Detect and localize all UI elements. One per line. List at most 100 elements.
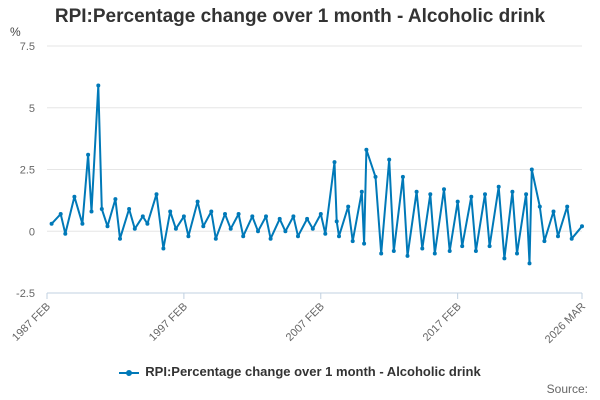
data-point[interactable] (264, 214, 268, 219)
data-point[interactable] (362, 241, 367, 246)
data-point[interactable] (323, 231, 328, 236)
data-point[interactable] (296, 234, 300, 239)
data-point[interactable] (145, 221, 150, 226)
data-point[interactable] (241, 234, 246, 239)
data-point[interactable] (318, 212, 323, 216)
data-point[interactable] (496, 184, 501, 189)
data-point[interactable] (291, 214, 296, 219)
y-axis-ticks: -2.5 0 2.5 5 7.5 (16, 41, 35, 300)
data-point[interactable] (432, 251, 437, 256)
data-point[interactable] (161, 246, 166, 251)
data-point[interactable] (49, 221, 54, 226)
data-point[interactable] (305, 216, 310, 221)
data-point[interactable] (213, 236, 218, 241)
chart-title: RPI:Percentage change over 1 month - Alc… (54, 6, 546, 27)
data-point[interactable] (268, 236, 273, 241)
data-point[interactable] (515, 251, 519, 256)
x-tick-label: 2007 FEB (284, 301, 327, 344)
data-point[interactable] (502, 256, 507, 261)
data-point[interactable] (524, 192, 529, 197)
data-point[interactable] (414, 189, 419, 194)
data-point[interactable] (346, 204, 351, 209)
data-point[interactable] (223, 212, 227, 216)
data-point[interactable] (487, 244, 492, 249)
data-point[interactable] (373, 174, 378, 179)
data-point[interactable] (228, 226, 233, 231)
data-point[interactable] (379, 251, 384, 256)
data-point[interactable] (387, 157, 392, 162)
y-tick-label: 5 (29, 103, 35, 115)
data-point[interactable] (277, 216, 282, 221)
data-point[interactable] (58, 212, 63, 216)
data-point[interactable] (310, 226, 315, 231)
data-point[interactable] (63, 231, 68, 236)
data-point[interactable] (537, 204, 542, 209)
data-point[interactable] (337, 234, 341, 239)
data-point[interactable] (127, 207, 132, 211)
y-axis-unit: % (10, 25, 21, 39)
data-point[interactable] (400, 174, 405, 179)
data-point[interactable] (181, 214, 186, 219)
data-point[interactable] (542, 239, 547, 244)
gridlines (47, 45, 582, 294)
data-point[interactable] (551, 209, 556, 214)
data-point[interactable] (283, 229, 288, 234)
data-point[interactable] (529, 167, 534, 172)
x-tick-label: 2026 MAR (543, 301, 588, 346)
data-point[interactable] (405, 253, 410, 258)
data-point[interactable] (72, 194, 77, 199)
data-point[interactable] (195, 199, 200, 204)
data-point[interactable] (250, 214, 255, 219)
data-point[interactable] (455, 199, 460, 204)
data-point[interactable] (80, 221, 85, 226)
data-point[interactable] (140, 214, 145, 219)
data-point[interactable] (447, 249, 452, 253)
legend-label: RPI:Percentage change over 1 month - Alc… (145, 364, 481, 379)
data-point[interactable] (483, 192, 487, 197)
data-point[interactable] (332, 160, 337, 165)
data-point[interactable] (209, 209, 214, 214)
data-point[interactable] (510, 189, 515, 194)
y-tick-label: 0 (29, 226, 35, 238)
data-point[interactable] (173, 226, 178, 231)
data-point[interactable] (359, 189, 364, 194)
data-point[interactable] (113, 197, 118, 202)
data-point[interactable] (460, 244, 465, 249)
data-point[interactable] (428, 192, 433, 197)
data-point[interactable] (527, 261, 532, 266)
data-point[interactable] (469, 194, 474, 199)
data-point[interactable] (99, 207, 104, 211)
data-point[interactable] (86, 152, 91, 157)
legend[interactable]: RPI:Percentage change over 1 month - Alc… (0, 364, 600, 379)
data-point[interactable] (201, 224, 206, 229)
data-point[interactable] (565, 204, 570, 209)
data-point[interactable] (556, 234, 560, 239)
data-point[interactable] (350, 239, 355, 244)
data-point[interactable] (334, 219, 339, 224)
data-point[interactable] (168, 209, 173, 214)
data-point[interactable] (105, 224, 110, 229)
y-tick-label: -2.5 (16, 288, 35, 300)
source-label: Source: (546, 382, 588, 396)
data-point[interactable] (236, 212, 241, 216)
y-tick-label: 2.5 (20, 165, 35, 177)
series-line (50, 84, 583, 265)
data-point[interactable] (89, 209, 94, 214)
data-point[interactable] (154, 192, 159, 197)
data-point[interactable] (132, 226, 137, 231)
data-point[interactable] (580, 224, 584, 229)
data-point[interactable] (118, 236, 122, 241)
data-point[interactable] (186, 234, 191, 239)
data-point[interactable] (256, 229, 260, 234)
x-tick-label: 2017 FEB (421, 301, 464, 344)
data-point[interactable] (420, 246, 425, 251)
legend-swatch-icon (119, 368, 140, 378)
data-point[interactable] (364, 147, 369, 152)
data-point[interactable] (442, 187, 446, 192)
x-tick-label: 1997 FEB (147, 301, 190, 344)
data-point[interactable] (96, 83, 101, 88)
data-point[interactable] (473, 249, 478, 253)
data-point[interactable] (569, 236, 574, 241)
data-point[interactable] (391, 249, 396, 253)
